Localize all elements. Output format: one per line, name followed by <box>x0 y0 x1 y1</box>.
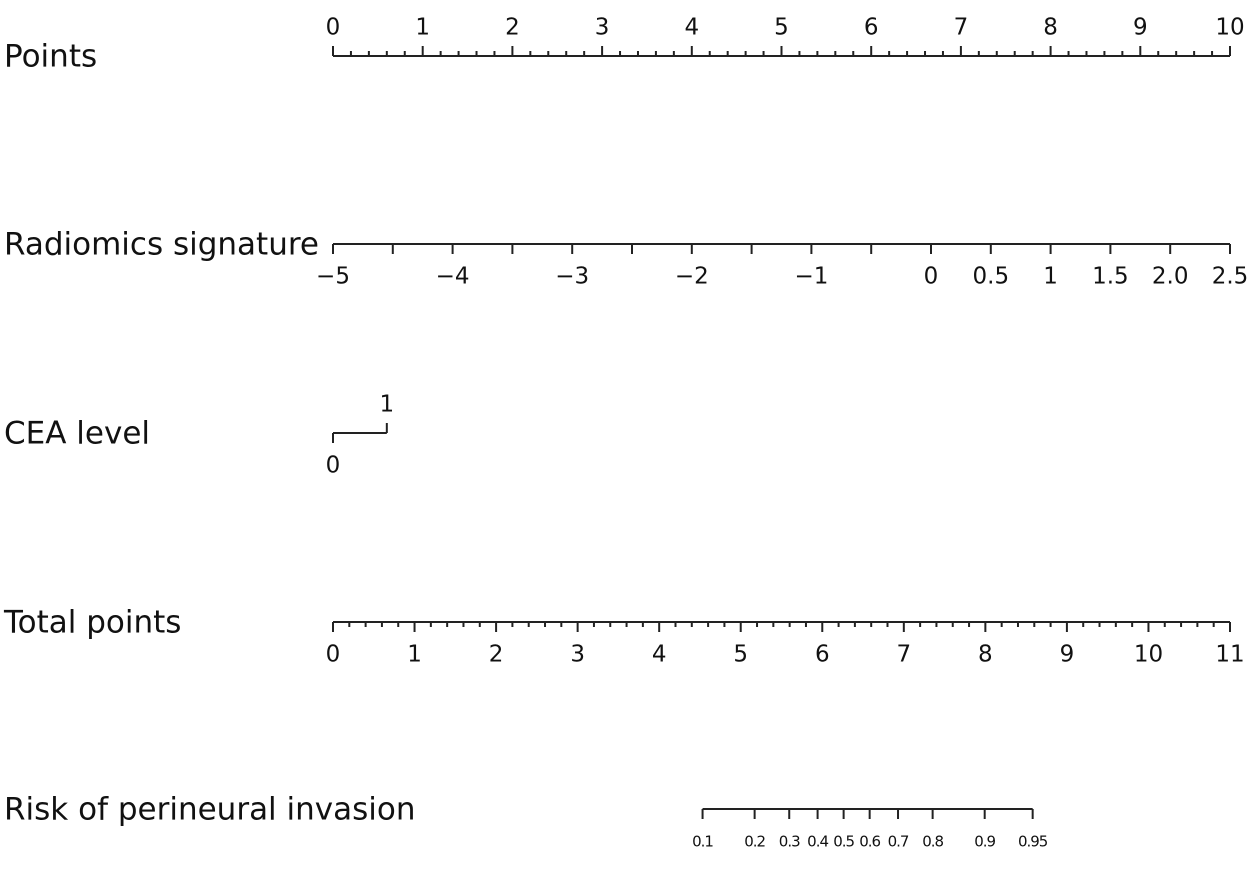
tick-label: −5 <box>316 264 350 290</box>
tick-label: 0.9 <box>974 833 995 851</box>
tick-label: 2.5 <box>1212 264 1249 290</box>
row-label: Points <box>4 39 97 75</box>
row-label: Risk of perineural invasion <box>4 792 416 828</box>
tick-label: −1 <box>794 264 828 290</box>
tick-label: 8 <box>978 642 993 668</box>
tick-label: 0 <box>326 15 341 41</box>
tick-label: 7 <box>954 15 969 41</box>
tick-label: 0.1 <box>692 833 713 851</box>
tick-label: −4 <box>436 264 470 290</box>
tick-label: 0.4 <box>807 833 828 851</box>
tick-label: 1 <box>415 15 430 41</box>
tick-label: −3 <box>555 264 589 290</box>
tick-label: 6 <box>864 15 879 41</box>
tick-label: 3 <box>570 642 585 668</box>
tick-label: 1 <box>407 642 422 668</box>
tick-label: 9 <box>1060 642 1075 668</box>
tick-label: 0.7 <box>888 833 909 851</box>
tick-label: 0 <box>326 642 341 668</box>
tick-label: 0.95 <box>1018 833 1048 851</box>
tick-label: 0 <box>924 264 939 290</box>
tick-label: 1 <box>379 392 394 418</box>
tick-label: 3 <box>595 15 610 41</box>
tick-label: 1 <box>1043 264 1058 290</box>
tick-label: 11 <box>1215 642 1244 668</box>
tick-label: 10 <box>1215 15 1244 41</box>
tick-label: 8 <box>1043 15 1058 41</box>
tick-label: 2 <box>489 642 504 668</box>
tick-label: 4 <box>652 642 667 668</box>
row-label: CEA level <box>4 416 150 452</box>
tick-label: 0.6 <box>859 833 880 851</box>
row-label: Radiomics signature <box>4 227 319 263</box>
tick-label: −2 <box>675 264 709 290</box>
tick-label: 0.3 <box>779 833 800 851</box>
tick-label: 5 <box>774 15 789 41</box>
tick-label: 0.5 <box>973 264 1010 290</box>
tick-label: 0 <box>326 453 341 479</box>
tick-label: 0.8 <box>922 833 943 851</box>
tick-label: 2.0 <box>1152 264 1189 290</box>
tick-label: 9 <box>1133 15 1148 41</box>
tick-label: 6 <box>815 642 830 668</box>
row-label: Total points <box>3 605 181 641</box>
tick-label: 7 <box>896 642 911 668</box>
tick-label: 2 <box>505 15 520 41</box>
tick-label: 0.2 <box>744 833 765 851</box>
tick-label: 1.5 <box>1092 264 1129 290</box>
tick-label: 0.5 <box>833 833 854 851</box>
tick-label: 5 <box>733 642 748 668</box>
tick-label: 4 <box>684 15 699 41</box>
tick-label: 10 <box>1134 642 1163 668</box>
